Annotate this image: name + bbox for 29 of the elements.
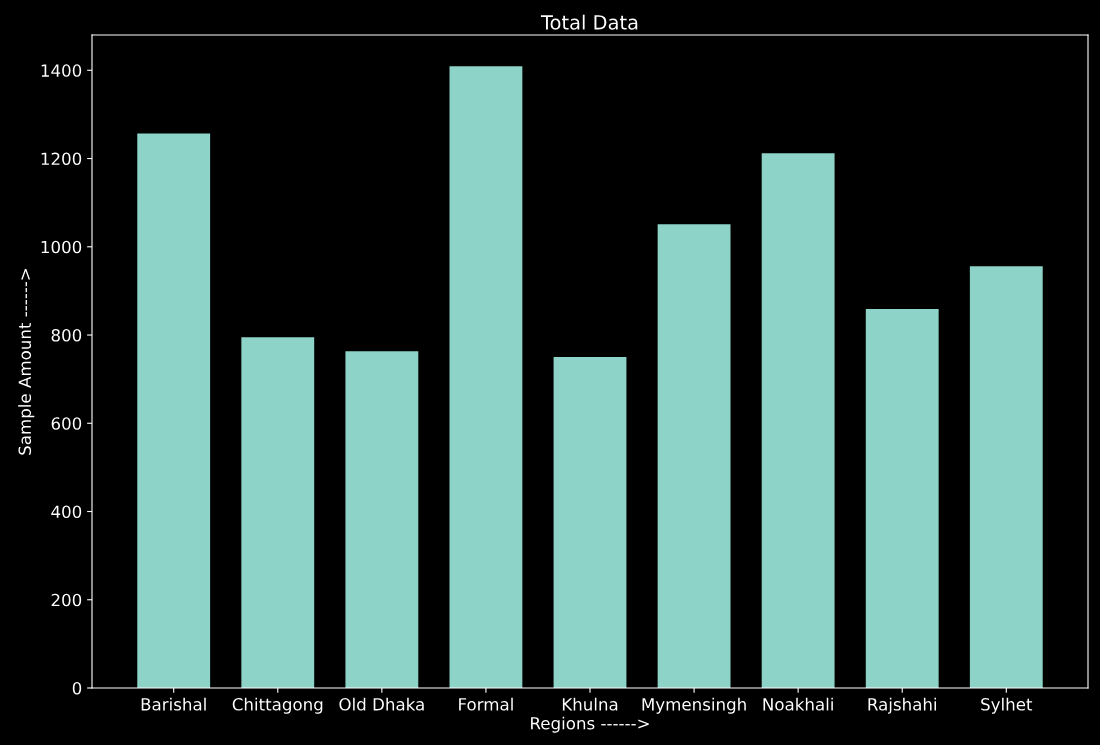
bar [553,357,627,688]
bar [865,309,939,688]
y-tick-label: 1000 [41,240,82,254]
bar [241,337,315,688]
x-tick-label: Noakhali [763,697,833,711]
y-tick-label: 0 [72,681,82,695]
y-tick-label: 600 [51,417,82,430]
bar [761,153,835,688]
x-tick-label: Formal [459,697,513,711]
x-tick-label: Mymensingh [642,697,746,714]
x-tick-label: Khulna [562,697,618,711]
y-tick-label: 400 [51,505,82,519]
x-tick-label: Barishal [141,697,206,711]
y-tick-label: 200 [51,593,82,607]
y-tick-label: 1400 [41,64,82,77]
y-tick-label: 800 [51,328,82,342]
x-tick-label: Chittagong [232,697,323,714]
bar [137,133,211,688]
bar [657,224,731,688]
bar [969,266,1043,688]
x-axis-title: Regions ------> [531,716,649,733]
chart-title: Total Data [540,14,638,30]
y-tick-label: 1200 [41,152,82,166]
x-tick-label: Sylhet [981,697,1033,714]
x-tick-label: Rajshahi [868,697,937,714]
bar [345,351,419,688]
y-axis-title: Sample Amount ------> [18,268,35,455]
x-tick-label: Old Dhaka [339,697,424,711]
bar [449,66,523,688]
